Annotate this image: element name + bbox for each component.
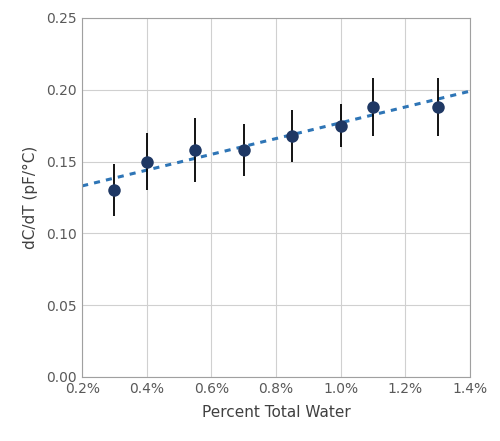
X-axis label: Percent Total Water: Percent Total Water [202, 405, 350, 420]
Y-axis label: dC/dT (pF/°C): dC/dT (pF/°C) [22, 146, 38, 249]
